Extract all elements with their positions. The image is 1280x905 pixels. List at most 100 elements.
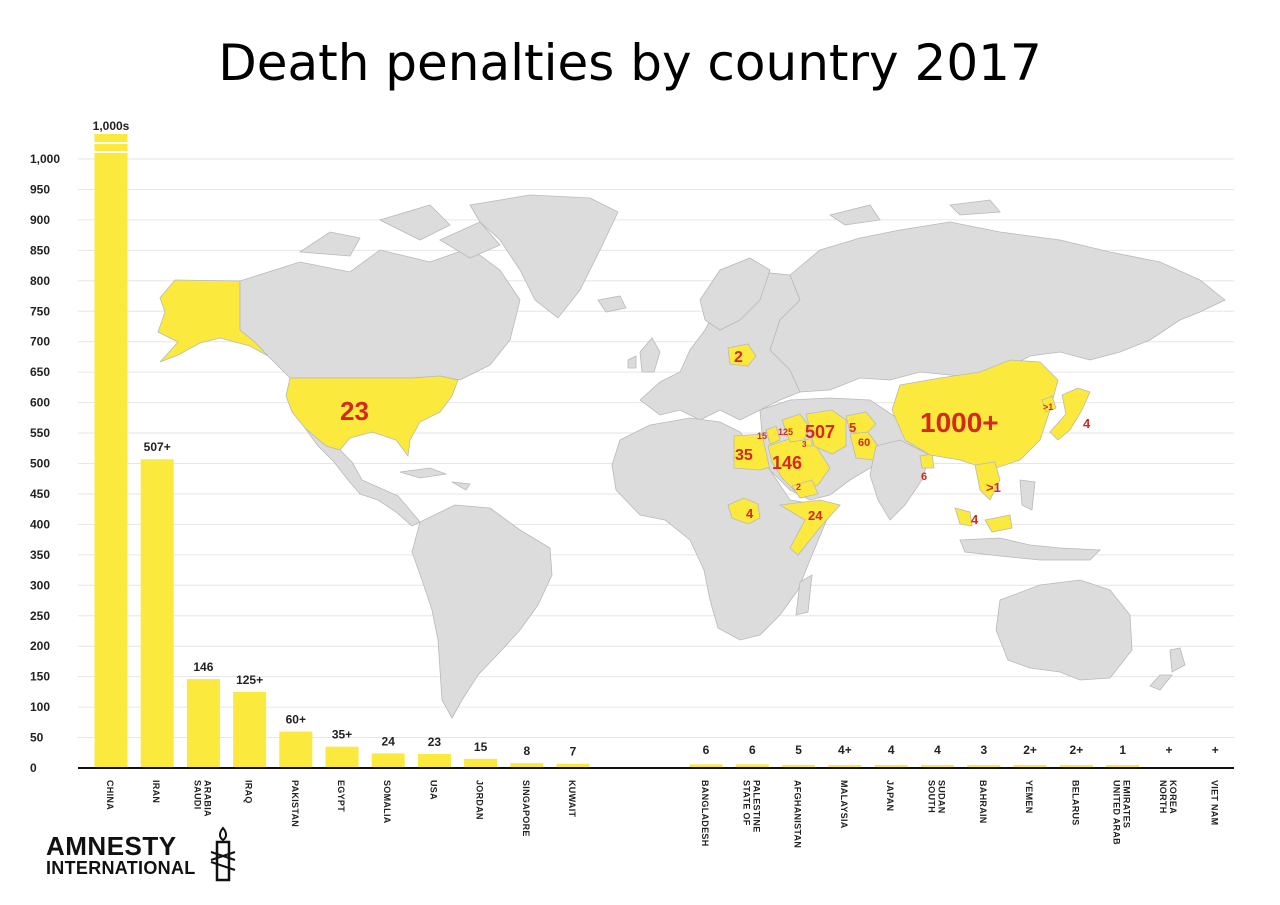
y-tick-label: 450 [30,487,50,501]
map-japan [1049,387,1091,441]
map-caribbean [399,467,471,491]
bar [325,746,359,768]
category-label: SOUTH [927,780,937,813]
bar [417,753,451,768]
map-value-label: 146 [772,453,802,473]
y-tick-label: 650 [30,365,50,379]
map-india [869,439,931,521]
y-tick-label: 600 [30,396,50,410]
y-tick-label: 300 [30,578,50,592]
map-value-label: 15 [757,431,767,441]
category-label: CHINA [105,780,115,810]
value-label: 5 [795,743,802,757]
value-label: 507+ [144,440,171,454]
map-value-label: 2 [796,482,801,492]
category-label: SINGAPORE [521,780,531,837]
y-tick-label: 0 [30,761,37,775]
bar [186,679,220,768]
map-canada [239,247,521,381]
map-jordan [765,425,781,445]
bar [556,763,590,768]
map-north-korea [1041,395,1057,413]
map-value-label: 60 [858,437,870,449]
map-kuwait [804,437,813,447]
category-label: AFGHANISTAN [793,780,803,848]
value-label: + [1165,743,1172,757]
world-map [157,194,1226,719]
map-value-label: 35 [735,447,753,464]
y-tick-label: 950 [30,182,50,196]
bar [371,753,405,768]
bar [1013,765,1047,768]
map-yemen [791,479,819,499]
map-uk [627,337,661,373]
map-belarus [727,343,757,367]
category-label: JAPAN [885,780,895,811]
y-axis: 0 50 100 150 200 250 300 350 400 450 500 550 600 650 7… [30,152,60,775]
bar [94,134,128,768]
y-tick-label: 750 [30,304,50,318]
map-indonesia [959,479,1101,561]
map-value-label: 24 [808,508,823,523]
value-label: 24 [382,734,396,748]
map-value-label: 5 [849,420,856,435]
category-label: NORTH [1158,780,1168,814]
category-label: BANGLADESH [700,780,710,847]
value-label: 6 [703,743,710,757]
map-iceland [597,295,627,313]
category-label: SAUDI [192,780,202,810]
map-scandinavia [699,257,771,331]
bar [874,765,908,768]
category-label: BAHRAIN [978,780,988,824]
y-tick-label: 200 [30,639,50,653]
map-value-label: 23 [340,396,369,426]
category-label: PALESTINE [751,780,761,833]
map-usa [285,375,459,458]
value-label: 2+ [1070,743,1084,757]
map-afghanistan [845,411,877,435]
category-label: KUWAIT [567,780,577,817]
map-south-america [411,504,553,719]
value-label: 146 [193,660,213,674]
category-label: JORDAN [475,780,485,820]
map-russia-islands [829,199,1001,226]
bar [464,758,498,768]
value-label: 6 [749,743,756,757]
y-tick-label: 100 [30,700,50,714]
y-tick-label: 500 [30,457,50,471]
map-value-label: 4 [746,506,754,521]
bar [1059,765,1093,768]
bar [233,691,267,768]
y-tick-label: 1,000 [30,152,60,166]
map-malaysia [954,507,1013,533]
map-value-label: 125 [778,427,793,437]
map-value-label: 4 [971,512,979,527]
value-label: 4 [934,743,941,757]
y-tick-label: 50 [30,731,44,745]
map-russia [769,221,1226,393]
category-label: YEMEN [1024,780,1034,814]
category-label: EGYPT [336,780,346,812]
chart-title: Death penalties by country 2017 [218,34,1042,92]
bar [921,765,954,768]
value-label: + [1212,743,1219,757]
bar [689,764,723,768]
y-tick-label: 550 [30,426,50,440]
map-value-label: >1 [1043,402,1053,412]
map-value-label: 4 [1083,416,1091,431]
value-label: 35+ [332,728,352,742]
value-label: 4+ [838,743,852,757]
map-arctic-islands [298,204,501,259]
category-label: ARABIA [202,780,212,817]
category-label: VIET NAM [1209,780,1219,825]
category-label: EMIRATES [1122,780,1132,828]
logo-text: AMNESTY INTERNATIONAL [46,833,196,877]
map-viet-nam [974,461,1001,501]
category-label: KOREA [1168,780,1178,814]
category-label: SOMALIA [382,780,392,824]
category-label: MALAYSIA [839,780,849,829]
map-china [891,359,1059,471]
